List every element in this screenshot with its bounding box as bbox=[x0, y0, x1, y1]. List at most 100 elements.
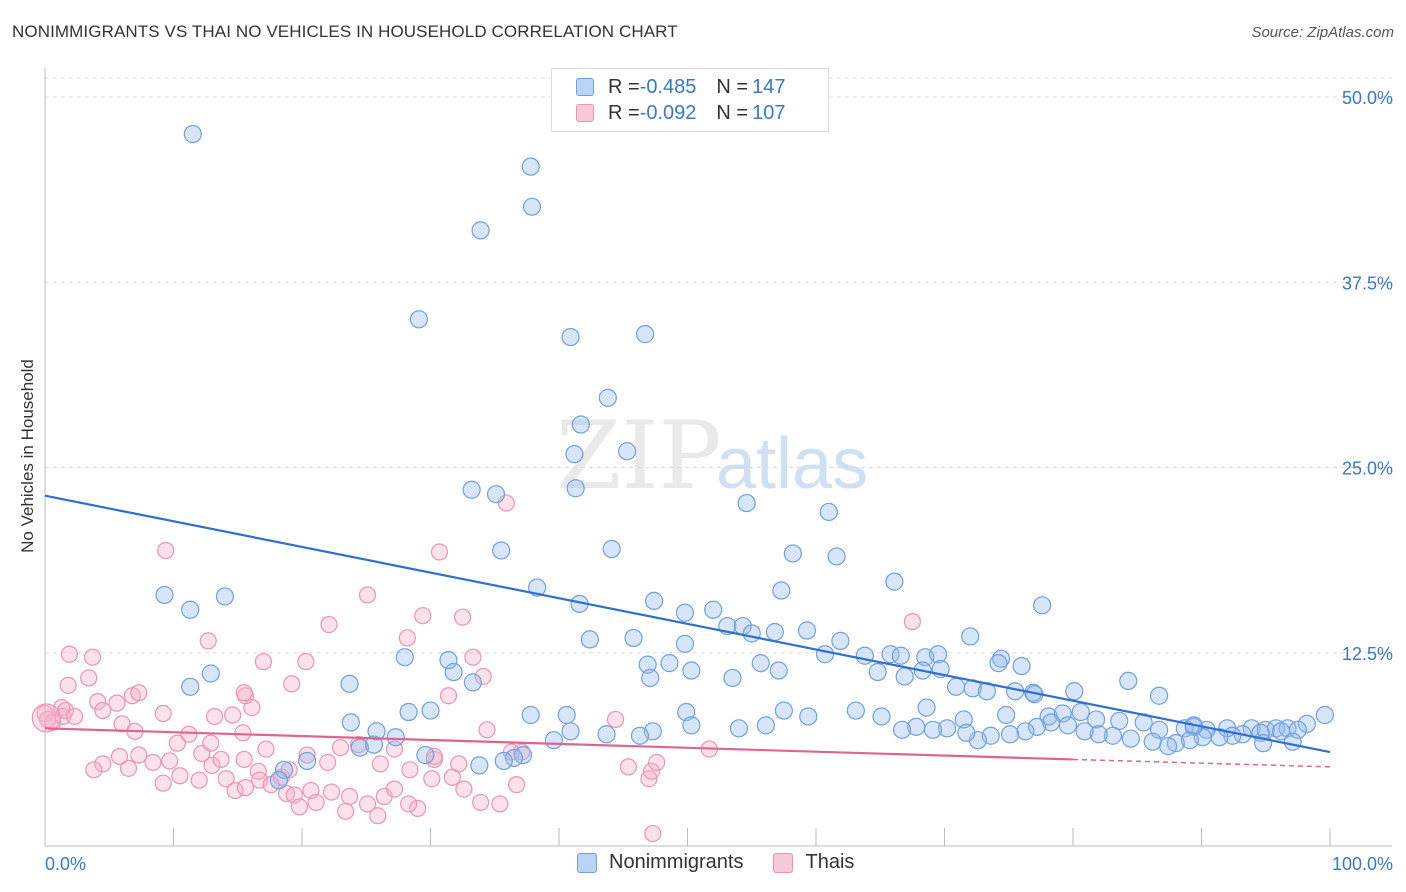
thais-point bbox=[414, 607, 432, 625]
nonimmigrants-point bbox=[891, 646, 910, 665]
nonimmigrants-point bbox=[444, 662, 463, 682]
thais-point bbox=[110, 747, 129, 766]
legend-row-thais: R = -0.092 N = 107 bbox=[576, 101, 785, 125]
thais-point bbox=[249, 762, 267, 780]
nonimmigrants-point bbox=[521, 157, 540, 176]
thais-point bbox=[425, 747, 443, 766]
nonimmigrants-point bbox=[602, 539, 621, 559]
nonimmigrants-point bbox=[565, 445, 584, 464]
nonimmigrants-point bbox=[895, 667, 914, 686]
legend-item-thais[interactable]: Thais bbox=[773, 851, 854, 874]
nonimmigrants-point bbox=[957, 723, 976, 742]
thais-point bbox=[226, 781, 244, 800]
y-tick-label: 50.0% bbox=[1342, 88, 1393, 108]
thais-point bbox=[400, 795, 418, 813]
nonimmigrants-point bbox=[868, 662, 887, 682]
legend-row-nonimmigrants: R = -0.485 N = 147 bbox=[576, 75, 785, 99]
nonimmigrants-point bbox=[462, 480, 481, 499]
nonimmigrants-point bbox=[1283, 732, 1302, 751]
nonimmigrants-point bbox=[367, 722, 386, 741]
nonimmigrants-point bbox=[641, 668, 660, 688]
nonimmigrants-point bbox=[1000, 725, 1020, 744]
nonimmigrants-point bbox=[364, 735, 384, 754]
legend-n-label: N = bbox=[716, 75, 749, 98]
thais-point bbox=[113, 715, 131, 733]
nonimmigrants-point bbox=[1158, 737, 1178, 756]
nonimmigrants-point bbox=[544, 731, 563, 750]
tick-labels: 12.5% 25.0% 37.5% 50.0% 0.0% 100.0% bbox=[45, 88, 1393, 874]
thais-point bbox=[642, 762, 661, 780]
watermark-atlas: atlas bbox=[716, 424, 868, 504]
thais-point bbox=[320, 615, 338, 634]
chart-title: NONIMMIGRANTS VS THAI NO VEHICLES IN HOU… bbox=[12, 22, 678, 41]
nonimmigrants-point bbox=[682, 716, 701, 735]
thais-point bbox=[119, 759, 138, 777]
legend-n-value: 107 bbox=[752, 101, 786, 124]
nonimmigrants-point bbox=[1087, 710, 1106, 729]
thais-point bbox=[619, 758, 637, 776]
nonimmigrants-point bbox=[561, 722, 580, 741]
legend-swatch-nonimmigrants bbox=[577, 852, 597, 873]
nonimmigrants-point bbox=[201, 664, 220, 683]
thais-point bbox=[307, 793, 325, 812]
thais-point bbox=[283, 675, 301, 693]
nonimmigrants-point bbox=[928, 645, 948, 664]
nonimmigrants-point bbox=[737, 493, 756, 513]
nonimmigrants-point bbox=[1149, 686, 1169, 705]
legend-n-label: N = bbox=[716, 101, 749, 124]
trend-lines bbox=[44, 494, 1331, 768]
nonimmigrants-point bbox=[421, 701, 440, 720]
thais-point bbox=[89, 693, 107, 711]
nonimmigrants-point bbox=[769, 661, 788, 680]
nonimmigrants-point bbox=[675, 634, 695, 653]
thais-point bbox=[439, 687, 458, 705]
nonimmigrants-point bbox=[580, 630, 599, 649]
thais-point bbox=[257, 740, 275, 758]
nonimmigrants-point bbox=[1065, 682, 1084, 701]
thais-point bbox=[478, 721, 496, 739]
nonimmigrants-point bbox=[742, 624, 761, 643]
nonimmigrants-point bbox=[756, 716, 775, 735]
thais-point bbox=[212, 750, 230, 769]
nonimmigrants-point bbox=[528, 578, 547, 597]
nonimmigrants-point bbox=[522, 197, 542, 216]
nonimmigrants-point bbox=[872, 707, 891, 726]
nonimmigrants-point bbox=[183, 124, 202, 144]
thais-point bbox=[235, 750, 253, 769]
nonimmigrants-point bbox=[341, 713, 360, 732]
nonimmigrants-point bbox=[471, 221, 490, 240]
nonimmigrants-point bbox=[1071, 702, 1090, 722]
thais-point bbox=[108, 694, 126, 712]
nonimmigrants-point bbox=[557, 705, 576, 725]
legend-item-nonimmigrants[interactable]: Nonimmigrants bbox=[577, 851, 743, 874]
thais-point bbox=[507, 776, 526, 794]
legend-r-label: R = bbox=[608, 101, 640, 124]
thais-point bbox=[455, 780, 473, 798]
thais-point bbox=[430, 543, 449, 561]
nonimmigrants-point bbox=[765, 622, 784, 642]
thais-point bbox=[409, 799, 427, 817]
legend-n-value: 147 bbox=[752, 75, 786, 98]
thais-point bbox=[423, 770, 441, 788]
nonimmigrants-point bbox=[997, 705, 1016, 725]
nonimmigrants-point bbox=[274, 760, 294, 779]
thais-point bbox=[369, 807, 387, 825]
thais-point bbox=[144, 753, 162, 772]
thais-point bbox=[190, 771, 208, 789]
thais-point bbox=[224, 706, 242, 724]
legend-swatch-nonimmigrants bbox=[576, 78, 594, 96]
nonimmigrants-point bbox=[892, 720, 912, 739]
nonimmigrants-point bbox=[1033, 596, 1052, 615]
nonimmigrants-point bbox=[660, 654, 679, 673]
thais-point bbox=[648, 753, 666, 772]
nonimmigrants-point bbox=[635, 325, 655, 344]
thais-point bbox=[180, 725, 198, 743]
axes bbox=[44, 68, 1392, 847]
legend-label-nonimmigrants: Nonimmigrants bbox=[609, 851, 744, 873]
nonimmigrants-points bbox=[155, 124, 1334, 790]
thais-point bbox=[491, 795, 509, 813]
nonimmigrants-point bbox=[1027, 717, 1047, 736]
nonimmigrants-point bbox=[298, 751, 317, 771]
nonimmigrants-point bbox=[571, 415, 590, 434]
thais-point bbox=[31, 703, 61, 733]
